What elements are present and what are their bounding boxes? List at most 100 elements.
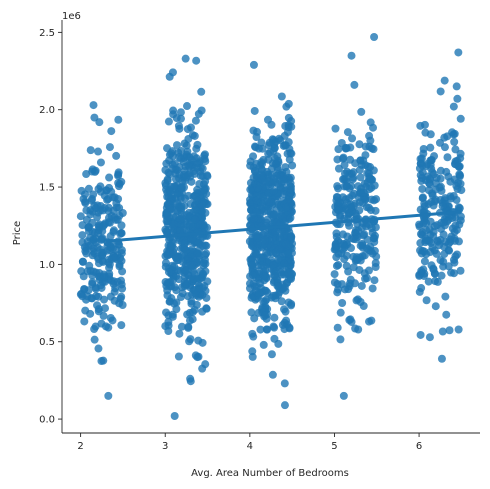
- scatter-point: [436, 87, 445, 96]
- scatter-point: [334, 145, 343, 154]
- scatter-point: [370, 33, 379, 42]
- scatter-point: [249, 152, 258, 161]
- scatter-point: [94, 147, 103, 156]
- scatter-point: [358, 199, 367, 208]
- scatter-point: [427, 198, 436, 207]
- scatter-point: [116, 294, 125, 303]
- scatter-point: [336, 308, 345, 317]
- scatter-point: [342, 182, 351, 191]
- scatter-point: [94, 307, 103, 316]
- scatter-point: [99, 273, 108, 282]
- y-tick-label: 0.0: [39, 415, 55, 426]
- scatter-point: [245, 237, 254, 246]
- scatter-point: [182, 152, 191, 161]
- scatter-point: [262, 325, 271, 334]
- scatter-point: [364, 266, 373, 275]
- scatter-point: [274, 156, 283, 165]
- scatter-point: [424, 277, 433, 286]
- scatter-point: [250, 142, 259, 151]
- scatter-point: [168, 68, 177, 77]
- scatter-point: [86, 210, 95, 219]
- scatter-point: [184, 161, 193, 170]
- scatter-point: [184, 170, 193, 179]
- scatter-point: [371, 206, 380, 215]
- scatter-point: [430, 222, 439, 231]
- scatter-point: [440, 218, 449, 227]
- scatter-point: [272, 218, 281, 227]
- scatter-point: [261, 311, 270, 320]
- scatter-point: [173, 165, 182, 174]
- scatter-point: [436, 256, 445, 265]
- scatter-point: [175, 124, 184, 133]
- scatter-point: [438, 202, 447, 211]
- scatter-point: [363, 162, 372, 171]
- scatter-point: [359, 188, 368, 197]
- scatter-point: [176, 215, 185, 224]
- scatter-point: [268, 179, 277, 188]
- scatter-point: [87, 196, 96, 205]
- scatter-point: [187, 299, 196, 308]
- scatter-point: [249, 214, 258, 223]
- scatter-point: [345, 209, 354, 218]
- scatter-point: [344, 285, 353, 294]
- scatter-point: [203, 171, 212, 180]
- scatter-point: [418, 174, 427, 183]
- scatter-point: [286, 179, 295, 188]
- scatter-point: [425, 178, 433, 187]
- scatter-point: [354, 182, 363, 191]
- scatter-point: [183, 310, 192, 319]
- scatter-point: [439, 230, 448, 239]
- scatter-point: [117, 177, 126, 186]
- scatter-point: [450, 258, 459, 267]
- scatter-point: [450, 129, 459, 138]
- scatter-point: [178, 257, 187, 266]
- scatter-point: [429, 264, 438, 273]
- scatter-point: [249, 60, 258, 69]
- scatter-point: [341, 144, 350, 153]
- scatter-point: [332, 232, 341, 241]
- scatter-point: [105, 143, 114, 152]
- scatter-point: [366, 136, 375, 145]
- scatter-point: [88, 271, 97, 280]
- scatter-point: [176, 108, 185, 117]
- scatter-point: [170, 262, 179, 271]
- scatter-point: [270, 313, 279, 322]
- scatter-point: [186, 123, 195, 132]
- scatter-point: [420, 120, 429, 129]
- scatter-point: [177, 183, 186, 192]
- scatter-point: [343, 167, 352, 176]
- scatter-point: [247, 308, 256, 317]
- scatter-point: [114, 168, 123, 177]
- scatter-point: [249, 173, 258, 182]
- scatter-point: [91, 166, 100, 175]
- scatter-point: [350, 80, 359, 89]
- scatter-point: [168, 242, 177, 251]
- scatter-point: [331, 124, 340, 133]
- scatter-point: [271, 228, 280, 237]
- scatter-point: [190, 131, 199, 140]
- scatter-point: [260, 235, 269, 244]
- scatter-point: [454, 325, 463, 334]
- scatter-point: [163, 286, 172, 295]
- scatter-point: [172, 141, 181, 150]
- scatter-point: [162, 308, 171, 317]
- scatter-point: [343, 128, 352, 137]
- scatter-point: [428, 189, 437, 198]
- scatter-point: [192, 144, 201, 153]
- scatter-point: [445, 326, 454, 335]
- scatter-point: [112, 151, 121, 160]
- scatter-point: [180, 201, 189, 210]
- scatter-point: [114, 194, 123, 203]
- scatter-points: [76, 33, 466, 420]
- scatter-point: [191, 116, 200, 125]
- scatter-point: [252, 133, 261, 142]
- scatter-point: [443, 153, 452, 162]
- scatter-point: [451, 252, 460, 261]
- scatter-point: [165, 187, 174, 196]
- scatter-point: [330, 278, 339, 287]
- scatter-point: [254, 267, 263, 276]
- scatter-point: [452, 195, 461, 204]
- scatter-point: [104, 258, 113, 267]
- scatter-point: [454, 162, 463, 171]
